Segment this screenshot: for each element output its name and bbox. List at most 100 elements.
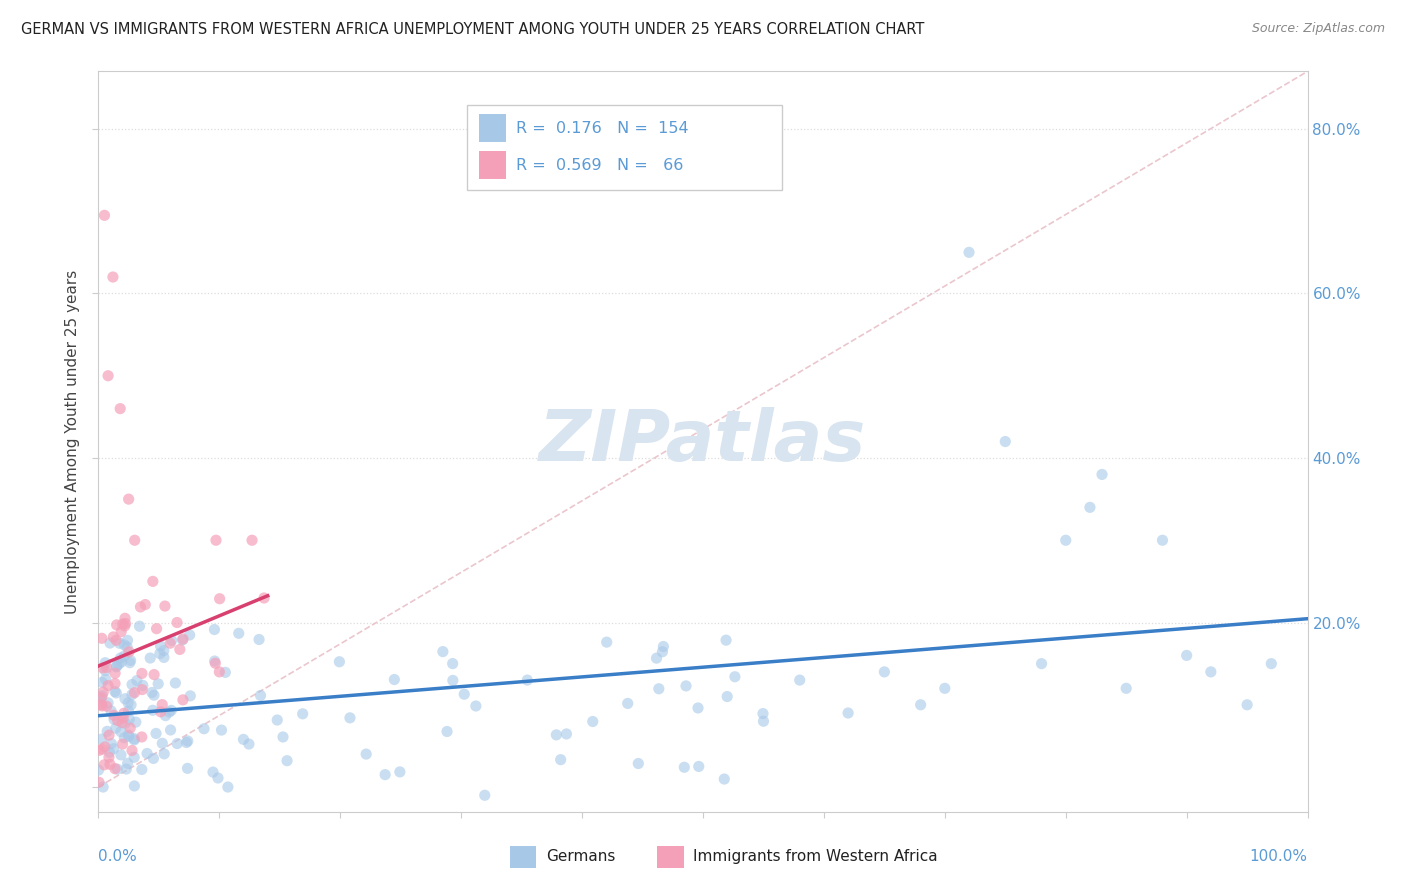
Point bbox=[713, 772, 735, 786]
Point bbox=[110, 747, 132, 762]
Point bbox=[172, 632, 194, 646]
Point bbox=[114, 611, 136, 625]
Point bbox=[253, 591, 276, 605]
Point bbox=[131, 763, 153, 777]
Point bbox=[910, 698, 932, 712]
Point bbox=[873, 665, 896, 679]
Point bbox=[159, 723, 181, 737]
Point bbox=[651, 645, 673, 659]
Point bbox=[118, 656, 141, 670]
Point bbox=[201, 765, 224, 780]
Point bbox=[129, 599, 152, 614]
Point bbox=[179, 628, 201, 642]
Point bbox=[121, 743, 143, 757]
Point bbox=[103, 708, 125, 723]
Point bbox=[104, 676, 127, 690]
Point bbox=[110, 624, 132, 639]
Point bbox=[228, 626, 250, 640]
Point bbox=[148, 677, 170, 691]
Point bbox=[134, 598, 156, 612]
Point bbox=[673, 760, 696, 774]
Point bbox=[724, 670, 747, 684]
Point bbox=[105, 633, 128, 648]
Point bbox=[94, 656, 117, 670]
Point bbox=[172, 632, 194, 647]
Point bbox=[91, 780, 114, 794]
Point bbox=[157, 705, 180, 719]
Point bbox=[114, 691, 136, 706]
Point bbox=[105, 618, 128, 632]
Point bbox=[166, 737, 188, 751]
Point bbox=[117, 728, 139, 742]
Point bbox=[139, 651, 162, 665]
Point bbox=[328, 655, 350, 669]
Point bbox=[114, 616, 136, 631]
Point bbox=[648, 681, 671, 696]
Point bbox=[204, 657, 226, 671]
Point bbox=[132, 678, 155, 692]
Point bbox=[91, 675, 114, 690]
Point bbox=[120, 653, 142, 667]
Point bbox=[1260, 657, 1282, 671]
Point bbox=[91, 661, 114, 675]
Point bbox=[249, 689, 271, 703]
Point bbox=[550, 753, 572, 767]
Text: Source: ZipAtlas.com: Source: ZipAtlas.com bbox=[1251, 22, 1385, 36]
Point bbox=[464, 698, 486, 713]
Point bbox=[117, 756, 139, 771]
Point bbox=[143, 688, 166, 702]
Point bbox=[675, 679, 697, 693]
Point bbox=[141, 685, 163, 699]
Point bbox=[91, 742, 114, 756]
Point bbox=[122, 733, 145, 747]
Point bbox=[169, 642, 191, 657]
Point bbox=[207, 771, 229, 785]
Point bbox=[112, 731, 135, 745]
Text: R =  0.176   N =  154: R = 0.176 N = 154 bbox=[516, 121, 688, 136]
Point bbox=[125, 673, 148, 688]
Point bbox=[108, 636, 131, 650]
Point bbox=[90, 732, 112, 747]
Point bbox=[160, 633, 183, 648]
Point bbox=[96, 724, 118, 739]
Point bbox=[204, 623, 226, 637]
Point bbox=[91, 689, 114, 703]
Point bbox=[214, 665, 236, 680]
Point bbox=[714, 633, 737, 648]
Point bbox=[441, 673, 464, 688]
Point bbox=[266, 713, 288, 727]
Point bbox=[247, 632, 270, 647]
Point bbox=[111, 737, 134, 751]
Point bbox=[97, 750, 120, 764]
Point bbox=[103, 712, 125, 726]
Point bbox=[145, 622, 167, 636]
Point bbox=[89, 691, 111, 706]
Point bbox=[176, 761, 198, 775]
Point bbox=[1236, 698, 1258, 712]
Bar bbox=[479, 114, 506, 143]
Point bbox=[100, 704, 122, 718]
Point bbox=[193, 722, 215, 736]
Point bbox=[142, 574, 165, 589]
Point bbox=[934, 681, 956, 696]
Point bbox=[118, 492, 141, 507]
Point bbox=[103, 630, 125, 644]
Point bbox=[271, 730, 294, 744]
Point bbox=[118, 645, 141, 659]
Point bbox=[388, 764, 411, 779]
Point bbox=[91, 698, 114, 713]
Point bbox=[994, 434, 1017, 449]
Point bbox=[149, 647, 172, 661]
Point bbox=[87, 775, 110, 789]
Point bbox=[142, 751, 165, 765]
Point bbox=[97, 679, 120, 693]
Text: Immigrants from Western Africa: Immigrants from Western Africa bbox=[693, 849, 938, 864]
Point bbox=[153, 747, 176, 761]
Point bbox=[172, 693, 194, 707]
Point bbox=[453, 687, 475, 701]
Point bbox=[152, 643, 174, 657]
Point bbox=[232, 732, 254, 747]
Text: R =  0.569   N =   66: R = 0.569 N = 66 bbox=[516, 158, 683, 173]
Point bbox=[238, 737, 260, 751]
Point bbox=[98, 757, 121, 772]
